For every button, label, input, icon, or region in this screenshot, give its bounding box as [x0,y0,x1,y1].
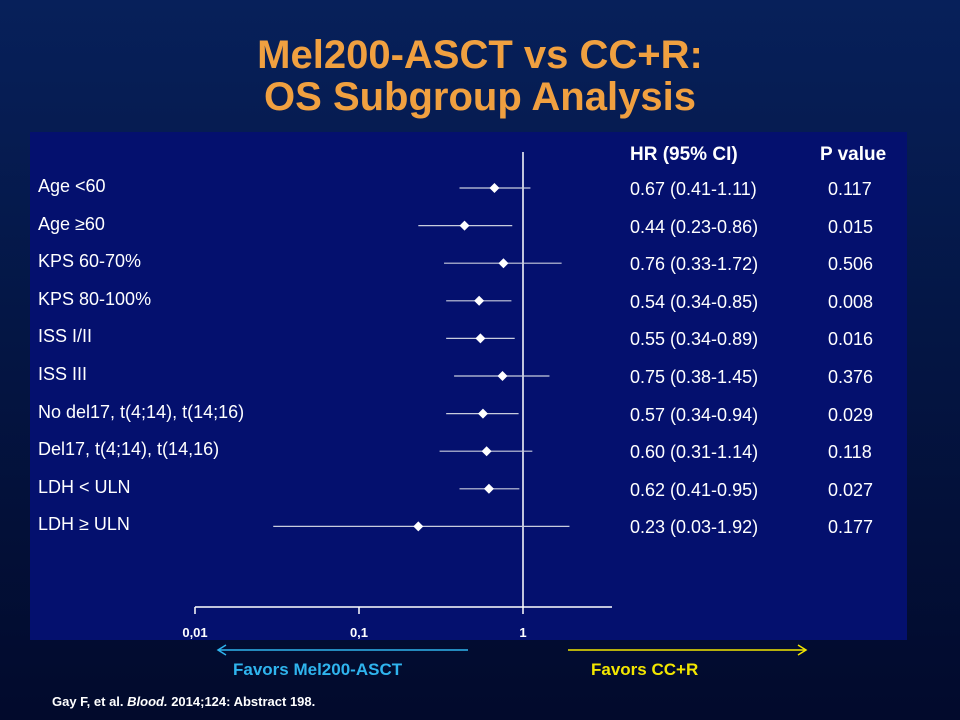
hr-value: 0.55 (0.34-0.89) [630,329,759,349]
hr-marker [459,220,470,231]
hr-value: 0.44 (0.23-0.86) [630,217,759,237]
hr-marker [474,295,485,306]
citation-prefix: Gay F, et al. [52,694,128,709]
citation-suffix: 2014;124: Abstract 198. [167,694,316,709]
hr-value: 0.54 (0.34-0.85) [630,292,759,312]
hr-value: 0.60 (0.31-1.14) [630,442,759,462]
favors-left-arrowhead [216,644,227,656]
p-value: 0.029 [828,405,874,425]
hr-value: 0.57 (0.34-0.94) [630,405,759,425]
p-column-header: P value [820,144,887,165]
p-value: 0.015 [828,217,874,237]
row-label: KPS 60-70% [38,251,142,271]
favors-right-label: Favors CC+R [591,660,699,679]
p-value: 0.118 [828,442,872,462]
favors-left-label: Favors Mel200-ASCT [233,660,403,679]
hr-value: 0.23 (0.03-1.92) [630,517,759,537]
x-tick-label: 0,1 [350,625,368,640]
title-line-1: Mel200-ASCT vs CC+R: [257,33,703,77]
hr-value: 0.67 (0.41-1.11) [630,179,757,199]
favors-right-arrowhead [797,644,808,656]
hr-marker [413,521,424,532]
row-label: ISS I/II [38,326,93,346]
hr-marker [481,446,492,457]
chart-panel [30,132,907,640]
x-tick-label: 0,01 [182,625,207,640]
hr-marker [489,183,500,193]
slide-title: Mel200-ASCT vs CC+R: OS Subgroup Analysi… [0,34,960,118]
hr-marker [475,333,486,344]
row-label: ISS III [38,364,88,384]
p-value: 0.177 [828,517,874,537]
row-label: Age <60 [38,176,106,196]
hr-marker [477,408,488,419]
p-value: 0.008 [828,292,874,312]
row-label: Age ≥60 [38,214,105,234]
row-label: KPS 80-100% [38,289,152,309]
title-line-2: OS Subgroup Analysis [264,75,696,119]
row-label: No del17, t(4;14), t(14;16) [38,402,245,422]
hr-marker [483,483,494,494]
citation-journal: Blood. [127,694,168,709]
row-label: LDH ≥ ULN [38,514,130,534]
hr-value: 0.76 (0.33-1.72) [630,254,759,274]
p-value: 0.016 [828,329,874,349]
p-value: 0.376 [828,367,874,387]
citation: Gay F, et al. Blood. 2014;124: Abstract … [52,694,315,709]
x-tick-label: 1 [519,625,526,640]
hr-column-header: HR (95% CI) [630,144,738,165]
p-value: 0.506 [828,254,874,274]
hr-marker [498,258,509,269]
p-value: 0.117 [828,179,872,199]
row-label: LDH < ULN [38,477,131,497]
hr-value: 0.62 (0.41-0.95) [630,480,759,500]
hr-value: 0.75 (0.38-1.45) [630,367,759,387]
row-label: Del17, t(4;14), t(14,16) [38,439,220,459]
p-value: 0.027 [828,480,874,500]
hr-marker [497,371,508,381]
